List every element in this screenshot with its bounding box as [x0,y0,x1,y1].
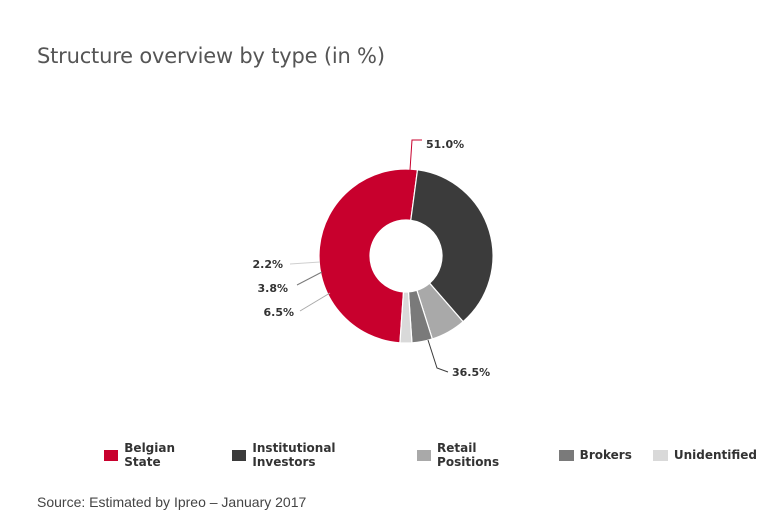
leader-line [289,261,321,265]
legend-swatch [232,449,247,461]
legend-item-brokers[interactable]: Brokers [558,448,632,462]
legend-item-belgian-state[interactable]: Belgian State [104,441,211,469]
leader-line [299,292,331,312]
legend-item-unidentified[interactable]: Unidentified [652,448,757,462]
legend-label: Unidentified [673,448,757,462]
legend-item-retail-positions[interactable]: Retail Positions [416,441,538,469]
slice-value-label: 3.8% [257,282,288,295]
donut-slice-unidentified[interactable] [399,291,413,344]
chart-legend: Belgian State Institutional Investors Re… [104,441,778,469]
legend-label: Retail Positions [437,441,500,469]
slice-value-label: 51.0% [426,138,464,151]
legend-swatch [652,449,668,461]
legend-swatch [558,449,574,461]
legend-label: Brokers [579,448,632,462]
slice-value-label: 2.2% [252,258,283,271]
leader-line [427,339,449,373]
legend-swatch [416,449,432,461]
donut-slice-belgian-state[interactable] [318,168,419,344]
leader-line [409,139,422,171]
leader-line [296,271,323,286]
chart-title: Structure overview by type (in %) [37,44,385,68]
legend-label: Institutional Investors [252,441,336,469]
legend-swatch [104,449,119,461]
legend-label: Belgian State [124,441,176,469]
donut-slice-institutional-investors[interactable] [410,169,494,323]
legend-item-institutional-investors[interactable]: Institutional Investors [232,441,396,469]
source-note: Source: Estimated by Ipreo – January 201… [37,494,307,510]
slice-value-label: 6.5% [263,306,294,319]
slice-value-label: 36.5% [452,366,490,379]
